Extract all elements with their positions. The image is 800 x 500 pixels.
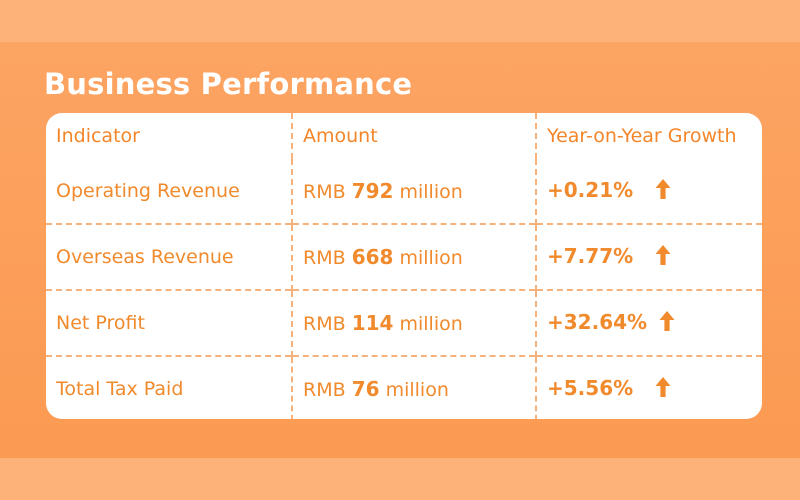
performance-card: Indicator Amount Year-on-Year Growth Ope… bbox=[46, 113, 762, 419]
amount-currency: RMB bbox=[303, 181, 346, 203]
table-header-row: Indicator Amount Year-on-Year Growth bbox=[46, 113, 762, 159]
amount-unit: million bbox=[399, 181, 463, 203]
indicator-cell: Net Profit bbox=[46, 289, 292, 356]
performance-table: Indicator Amount Year-on-Year Growth Ope… bbox=[46, 113, 762, 419]
growth-cell: +5.56% bbox=[535, 355, 762, 419]
amount-cell: RMB 76 million bbox=[291, 355, 536, 419]
amount-unit: million bbox=[399, 247, 463, 269]
column-header-growth: Year-on-Year Growth bbox=[535, 113, 762, 159]
table-row: Operating Revenue RMB 792 million +0.21% bbox=[46, 159, 762, 224]
amount-cell: RMB 792 million bbox=[291, 159, 536, 224]
growth-cell: +32.64% bbox=[535, 289, 762, 356]
table-row: Total Tax Paid RMB 76 million +5.56% bbox=[46, 355, 762, 419]
amount-cell: RMB 114 million bbox=[291, 289, 536, 356]
column-header-indicator: Indicator bbox=[56, 125, 140, 147]
amount-unit: million bbox=[385, 379, 449, 401]
amount-value: 76 bbox=[351, 377, 380, 401]
amount-cell: RMB 668 million bbox=[291, 223, 536, 290]
growth-cell: +0.21% bbox=[535, 159, 762, 224]
growth-value: +0.21% bbox=[547, 178, 634, 202]
amount-value: 114 bbox=[351, 311, 394, 335]
amount-currency: RMB bbox=[303, 379, 346, 401]
amount-value: 792 bbox=[351, 179, 394, 203]
table-row: Net Profit RMB 114 million +32.64% bbox=[46, 289, 762, 356]
table-row: Overseas Revenue RMB 668 million +7.77% bbox=[46, 223, 762, 290]
growth-value: +7.77% bbox=[547, 244, 634, 268]
amount-currency: RMB bbox=[303, 313, 346, 335]
growth-cell: +7.77% bbox=[535, 223, 762, 290]
indicator-cell: Total Tax Paid bbox=[46, 355, 292, 419]
amount-currency: RMB bbox=[303, 247, 346, 269]
column-header-amount: Amount bbox=[291, 113, 536, 159]
growth-value: +32.64% bbox=[547, 310, 648, 334]
indicator-cell: Operating Revenue bbox=[56, 180, 240, 202]
amount-value: 668 bbox=[351, 245, 394, 269]
indicator-cell: Overseas Revenue bbox=[46, 223, 292, 290]
up-arrow-icon bbox=[655, 179, 671, 204]
amount-unit: million bbox=[399, 313, 463, 335]
up-arrow-icon bbox=[655, 245, 671, 270]
up-arrow-icon bbox=[659, 311, 675, 336]
growth-value: +5.56% bbox=[547, 376, 634, 400]
page-title: Business Performance bbox=[44, 67, 413, 101]
up-arrow-icon bbox=[655, 377, 671, 402]
